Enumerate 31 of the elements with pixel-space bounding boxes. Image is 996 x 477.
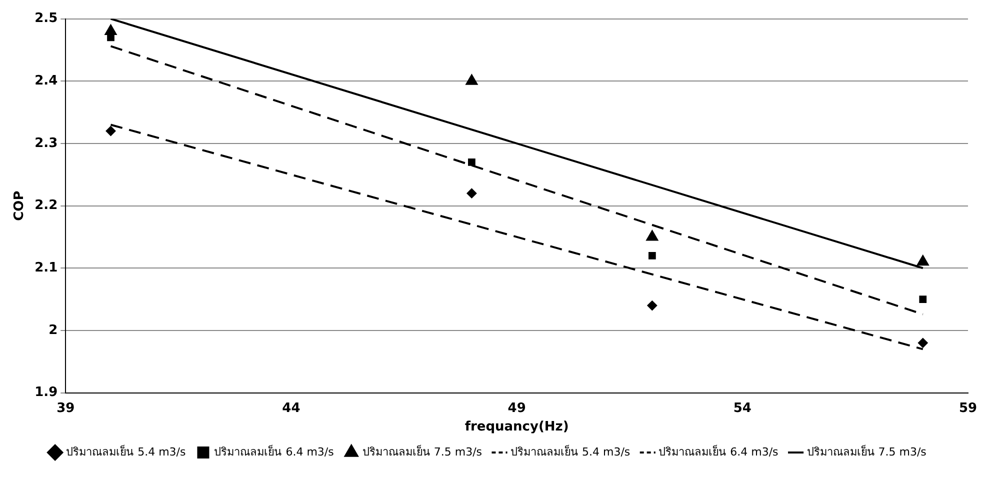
x-tick-label: 49 xyxy=(508,400,526,416)
point xyxy=(919,296,927,303)
y-tick-label: 2.2 xyxy=(34,198,58,214)
x-tick-label: 44 xyxy=(282,400,300,416)
legend-label: ปริมาณลมเย็น 5.4 m3/s xyxy=(66,444,186,458)
y-tick-label: 2.4 xyxy=(34,74,58,89)
x-tick-label: 59 xyxy=(958,400,978,416)
legend-label: ปริมาณลมเย็น 7.5 m3/s xyxy=(806,444,927,458)
point xyxy=(466,188,477,198)
legend-label: ปริมาณลมเย็น 6.4 m3/s xyxy=(214,444,334,458)
point xyxy=(106,126,116,136)
x-tick-label: 54 xyxy=(733,400,752,416)
point xyxy=(916,254,930,266)
legend-label: ปริมาณลมเย็น 6.4 m3/s xyxy=(658,444,779,458)
legend-label: ปริมาณลมเย็น 5.4 m3/s xyxy=(510,444,630,458)
y-tick-label: 2.3 xyxy=(34,136,58,151)
point xyxy=(104,24,117,36)
point xyxy=(648,252,656,260)
legend-label: ปริมาณลมเย็น 7.5 m3/s xyxy=(362,444,482,458)
point xyxy=(918,338,928,348)
point xyxy=(466,74,478,85)
x-tick-label: 39 xyxy=(56,400,75,416)
y-axis-title: COP xyxy=(12,190,28,221)
y-tick-label: 1.9 xyxy=(34,385,58,400)
point xyxy=(647,300,658,311)
y-tick-label: 2.5 xyxy=(34,11,58,26)
point xyxy=(468,158,476,166)
point xyxy=(646,230,658,241)
y-tick-label: 2.1 xyxy=(34,260,58,276)
x-axis-title: frequancy(Hz) xyxy=(464,420,569,435)
y-tick-label: 2 xyxy=(48,322,58,338)
